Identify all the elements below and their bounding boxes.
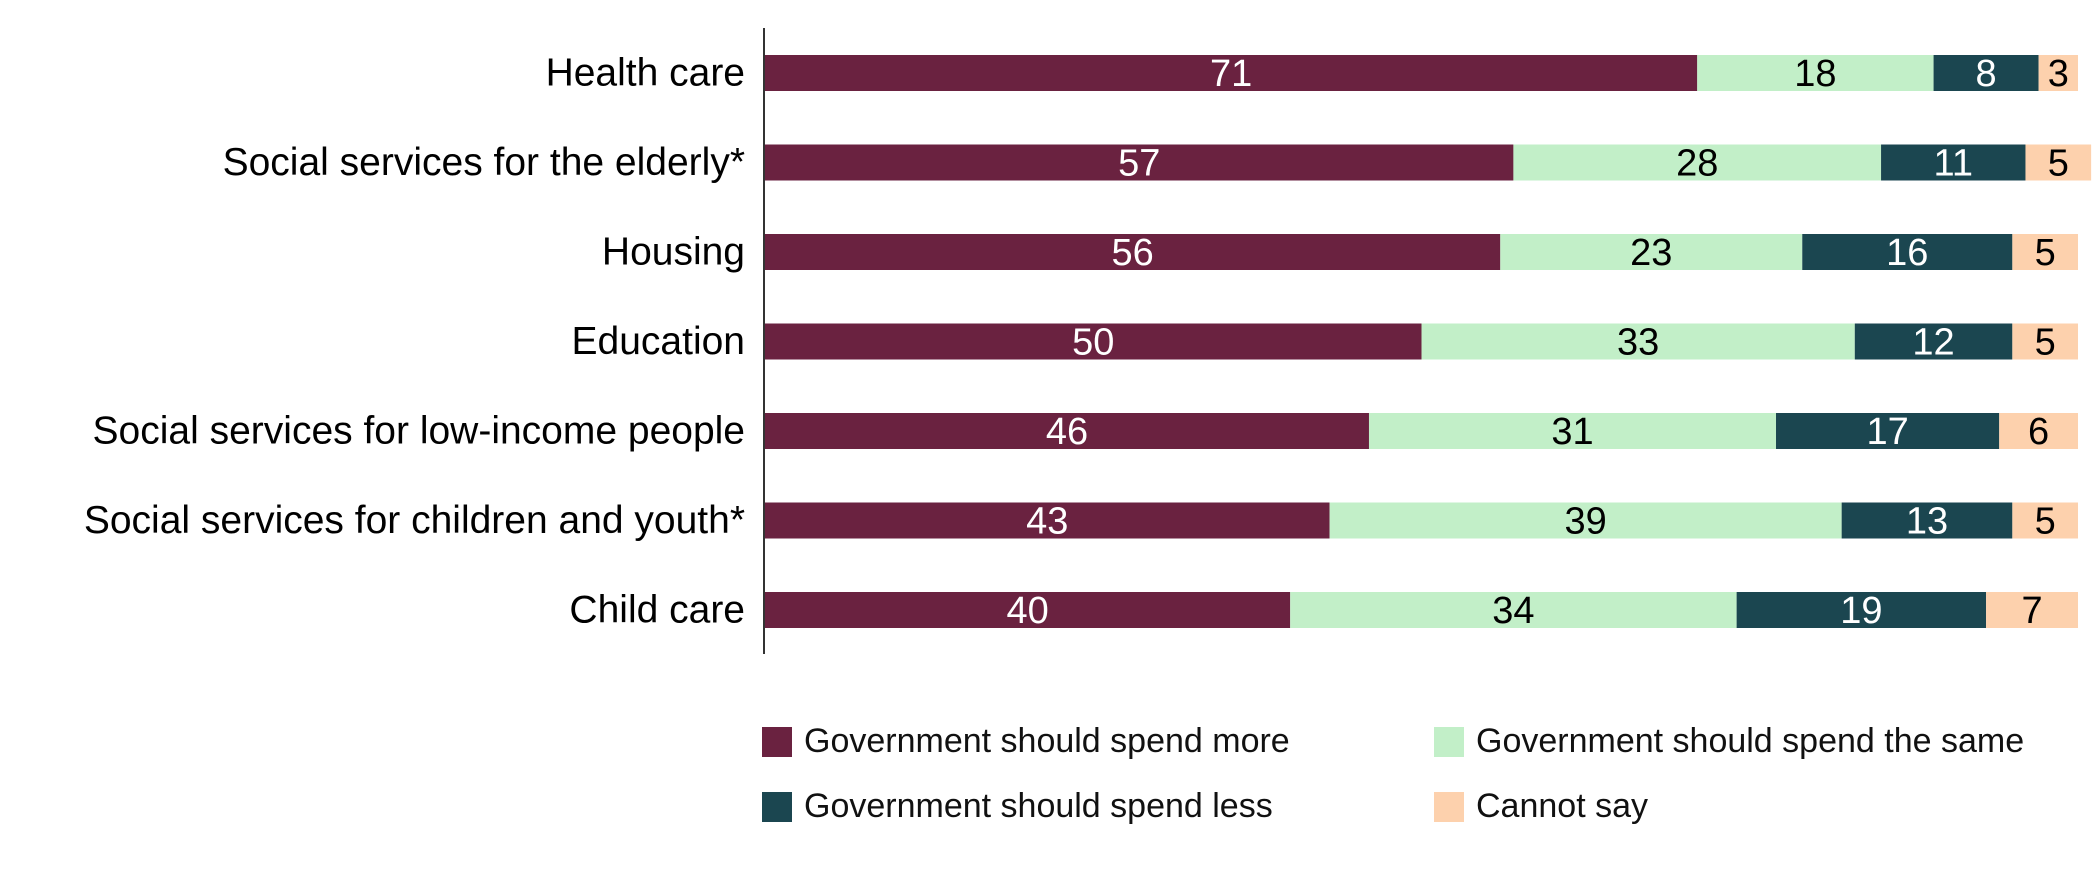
bar-segment-social-services-for-the-elderly-s2 (1881, 144, 2026, 181)
bar-segment-social-services-for-low-income-people-s2 (1776, 413, 2000, 449)
category-label-housing: Housing (602, 231, 745, 274)
bar-segment-social-services-for-children-and-youth-s1 (1329, 502, 1842, 539)
category-label-child-care: Child care (569, 589, 745, 632)
bar-segment-social-services-for-children-and-youth-s3 (2012, 502, 2078, 539)
bar-segment-social-services-for-the-elderly-s3 (2025, 144, 2092, 181)
bar-segment-child-care-s3 (1986, 592, 2078, 628)
data-label-social-services-for-low-income-people-s1: 31 (1551, 411, 1593, 453)
category-label-education: Education (572, 320, 745, 363)
bar-segment-social-services-for-the-elderly-s0 (765, 144, 1514, 181)
bar-segment-child-care-s2 (1736, 592, 1987, 628)
legend-item-cannot-say: Cannot say (1434, 787, 1648, 826)
data-label-social-services-for-children-and-youth-s0: 43 (1026, 501, 1068, 543)
bar-segment-education-s2 (1854, 323, 2013, 360)
bar-segment-housing-s1 (1500, 234, 1803, 270)
bar-segment-child-care-s1 (1290, 592, 1737, 628)
category-label-health-care: Health care (546, 52, 745, 95)
data-label-social-services-for-children-and-youth-s3: 5 (2035, 501, 2056, 543)
bar-segment-housing-s2 (1802, 234, 2013, 270)
data-label-health-care-s2: 8 (1976, 53, 1997, 95)
bar-segment-child-care-s0 (765, 592, 1291, 628)
bars-group: 71 18 8 357 28 11 556 23 16 550 33 12 546 31 17 643 39 13… (765, 53, 2092, 632)
data-label-health-care-s3: 3 (2048, 53, 2069, 95)
legend-item-spend-less: Government should spend less (762, 787, 1273, 826)
data-label-education-s2: 12 (1912, 322, 1954, 364)
legend-item-spend-more: Government should spend more (762, 722, 1290, 761)
bar-segment-housing-s3 (2012, 234, 2078, 270)
category-label-social-services-for-children-and-youth: Social services for children and youth* (84, 499, 745, 542)
legend-label-spend-same: Government should spend the same (1476, 722, 2025, 760)
bar-segment-education-s0 (765, 323, 1422, 360)
data-label-social-services-for-low-income-people-s2: 17 (1866, 411, 1908, 453)
data-label-child-care-s1: 34 (1492, 590, 1534, 632)
category-label-social-services-for-the-elderly: Social services for the elderly* (223, 141, 745, 184)
bar-segment-health-care-s2 (1933, 55, 2039, 91)
data-label-education-s0: 50 (1072, 322, 1114, 364)
data-label-social-services-for-low-income-people-s0: 46 (1046, 411, 1088, 453)
category-label-social-services-for-low-income-people: Social services for low-income people (93, 410, 745, 453)
bar-segment-health-care-s1 (1697, 55, 1934, 91)
bar-segment-education-s3 (2012, 323, 2078, 360)
bar-segment-social-services-for-low-income-people-s1 (1368, 413, 1777, 449)
bar-segment-social-services-for-low-income-people-s3 (1999, 413, 2078, 449)
data-label-housing-s0: 56 (1111, 232, 1153, 274)
data-label-child-care-s3: 7 (2021, 590, 2042, 632)
legend-label-cannot-say: Cannot say (1476, 787, 1648, 825)
data-label-social-services-for-low-income-people-s3: 6 (2028, 411, 2049, 453)
legend-swatch-spend-more (762, 726, 792, 757)
data-label-health-care-s1: 18 (1794, 53, 1836, 95)
bar-segment-education-s1 (1421, 323, 1855, 360)
data-label-social-services-for-children-and-youth-s2: 13 (1906, 501, 1948, 543)
bar-segment-health-care-s0 (765, 55, 1698, 91)
data-label-social-services-for-the-elderly-s1: 28 (1676, 143, 1718, 185)
data-label-health-care-s0: 71 (1210, 53, 1252, 95)
data-label-education-s3: 5 (2035, 322, 2056, 364)
legend-swatch-spend-same (1434, 726, 1464, 757)
legend-item-spend-same: Government should spend the same (1434, 722, 2024, 761)
data-label-education-s1: 33 (1617, 322, 1659, 364)
legend: Government should spend more Government … (762, 712, 2092, 852)
data-label-child-care-s0: 40 (1006, 590, 1048, 632)
bar-segment-social-services-for-the-elderly-s1 (1513, 144, 1882, 181)
legend-swatch-cannot-say (1434, 791, 1464, 822)
data-label-housing-s2: 16 (1886, 232, 1928, 274)
data-label-social-services-for-the-elderly-s0: 57 (1118, 143, 1160, 185)
bar-segment-social-services-for-children-and-youth-s2 (1841, 502, 2013, 539)
data-label-social-services-for-the-elderly-s3: 5 (2048, 143, 2069, 185)
legend-label-spend-less: Government should spend less (804, 787, 1273, 825)
bar-segment-housing-s0 (765, 234, 1501, 270)
bar-segment-social-services-for-children-and-youth-s0 (765, 502, 1330, 539)
data-label-child-care-s2: 19 (1840, 590, 1882, 632)
data-label-housing-s1: 23 (1630, 232, 1672, 274)
category-labels: Health care Social services for the elder… (84, 52, 745, 632)
stacked-bar-chart: 71 18 8 357 28 11 556 23 16 550 33 12 546 31 17 643 39 13… (84, 28, 2092, 654)
data-label-social-services-for-children-and-youth-s1: 39 (1564, 501, 1606, 543)
bar-segment-social-services-for-low-income-people-s0 (765, 413, 1369, 449)
legend-label-spend-more: Government should spend more (804, 722, 1290, 760)
data-label-housing-s3: 5 (2035, 232, 2056, 274)
data-label-social-services-for-the-elderly-s2: 11 (1934, 143, 1973, 185)
bar-segment-health-care-s3 (2038, 55, 2078, 91)
legend-swatch-spend-less (762, 791, 792, 822)
